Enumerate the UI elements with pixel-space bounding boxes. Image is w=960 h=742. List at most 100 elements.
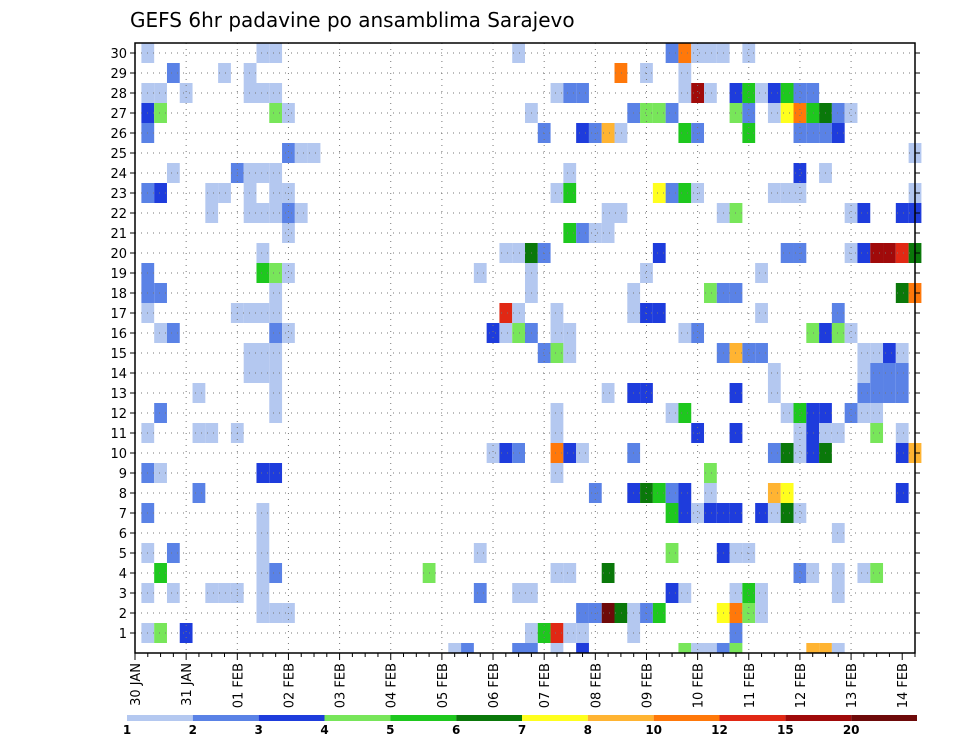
heatmap-cell	[154, 463, 167, 483]
y-tick-label: 30	[110, 47, 127, 62]
heatmap-cell	[512, 303, 525, 323]
y-tick-label: 13	[110, 387, 127, 402]
heatmap-cell	[166, 583, 180, 603]
y-tick-label: 21	[110, 227, 127, 242]
heatmap-cell	[601, 123, 615, 143]
heatmap-cell	[243, 163, 257, 183]
heatmap-cell	[883, 343, 896, 363]
y-tick-label: 22	[110, 207, 127, 222]
heatmap-cell	[307, 143, 321, 163]
heatmap-cell	[652, 603, 666, 623]
heatmap-cell	[166, 543, 180, 563]
heatmap-cell	[883, 243, 896, 263]
heatmap-cell	[243, 303, 257, 323]
colorbar-label: 1	[123, 723, 131, 737]
heatmap-cell	[218, 183, 231, 203]
heatmap-cell	[857, 363, 871, 383]
colorbar-label: 10	[645, 723, 662, 737]
heatmap-cell	[166, 323, 180, 343]
heatmap-cell	[895, 443, 909, 463]
y-tick-label: 2	[119, 607, 127, 622]
heatmap-cell	[704, 43, 717, 63]
heatmap-cell	[512, 323, 525, 343]
heatmap-cell	[601, 603, 615, 623]
heatmap-cell	[844, 103, 858, 123]
heatmap-cell	[205, 423, 219, 443]
heatmap-cell	[870, 363, 884, 383]
heatmap-cell	[806, 103, 820, 123]
heatmap-cell	[256, 343, 270, 363]
heatmap-cell	[154, 563, 167, 583]
x-tick-label: 03 FEB	[334, 663, 349, 708]
y-tick-label: 4	[119, 567, 127, 582]
heatmap-cell	[767, 83, 781, 103]
colorbar-segment	[851, 715, 917, 721]
heatmap-cell	[780, 243, 794, 263]
heatmap-cell	[742, 583, 756, 603]
y-tick-label: 17	[110, 307, 127, 322]
heatmap-cell	[780, 443, 794, 463]
heatmap-cell	[895, 283, 909, 303]
heatmap-cell	[767, 383, 781, 403]
heatmap-cell	[269, 603, 283, 623]
heatmap-cell	[256, 523, 270, 543]
heatmap-cell	[678, 183, 692, 203]
colorbar-label: 2	[189, 723, 197, 737]
heatmap-cell	[550, 183, 564, 203]
heatmap-cell	[486, 443, 500, 463]
heatmap-cell	[755, 603, 768, 623]
heatmap-cell	[691, 643, 705, 653]
heatmap-cell	[883, 363, 896, 383]
y-tick-label: 1	[119, 627, 127, 642]
heatmap-cell	[576, 83, 589, 103]
heatmap-cell	[601, 383, 615, 403]
heatmap-cell	[767, 103, 781, 123]
y-tick-label: 24	[110, 167, 127, 182]
heatmap-cell	[269, 563, 283, 583]
heatmap-cell	[537, 623, 551, 643]
heatmap-cell	[179, 83, 193, 103]
heatmap-cell	[256, 563, 270, 583]
heatmap-cell	[550, 463, 564, 483]
y-tick-label: 8	[119, 487, 127, 502]
heatmap-cell	[269, 323, 283, 343]
heatmap-cell	[780, 83, 794, 103]
dotted-grid	[135, 43, 915, 653]
y-tick-label: 19	[110, 267, 127, 282]
x-tick-label: 08 FEB	[589, 663, 604, 708]
y-tick-label: 29	[110, 67, 127, 82]
heatmap-cell	[870, 243, 884, 263]
colorbar-segment	[192, 715, 259, 721]
heatmap-cell	[550, 623, 564, 643]
heatmap-cell	[870, 343, 884, 363]
heatmap-cell	[665, 483, 679, 503]
heatmap-cell	[563, 163, 577, 183]
heatmap-cell	[742, 43, 756, 63]
colorbar-label: 20	[843, 723, 860, 737]
heatmap-cell	[499, 443, 513, 463]
heatmap-cell	[166, 163, 180, 183]
heatmap-cell	[691, 43, 705, 63]
heatmap-cell	[512, 643, 525, 653]
heatmap-cell	[640, 103, 653, 123]
heatmap-cell	[218, 63, 231, 83]
heatmap-cell	[563, 563, 577, 583]
heatmap-cell	[550, 403, 564, 423]
heatmap-cell	[767, 443, 781, 463]
heatmap-cell	[243, 203, 257, 223]
heatmap-cell	[678, 483, 692, 503]
heatmap-cell	[473, 543, 487, 563]
heatmap-cell	[755, 83, 768, 103]
heatmap-cell	[269, 403, 283, 423]
colorbar-segment	[258, 715, 325, 721]
heatmap-cell	[895, 423, 909, 443]
heatmap-cell	[512, 443, 525, 463]
heatmap-cell	[665, 403, 679, 423]
heatmap-cell	[601, 563, 615, 583]
heatmap-cell	[831, 123, 845, 143]
heatmap-cell	[563, 323, 577, 343]
x-tick-label: 06 FEB	[487, 663, 502, 708]
heatmap-cell	[154, 323, 167, 343]
heatmap-cell	[243, 63, 257, 83]
heatmap-cell	[652, 243, 666, 263]
